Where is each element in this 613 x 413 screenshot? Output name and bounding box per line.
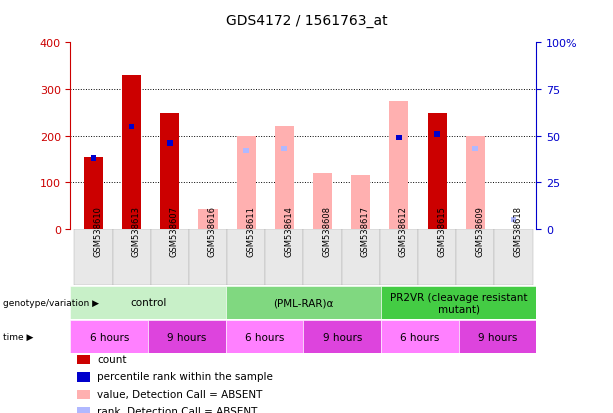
Text: count: count [97,354,127,364]
Bar [243,148,249,154]
Bar [237,136,256,229]
Text: time ▶: time ▶ [3,332,34,342]
Bar [427,114,447,229]
Text: GSM538612: GSM538612 [399,206,408,256]
Text: PR2VR (cleavage resistant
mutant): PR2VR (cleavage resistant mutant) [390,292,527,313]
Bar [380,229,418,285]
Text: 9 hours: 9 hours [322,332,362,342]
Bar [122,76,141,229]
Text: GSM538613: GSM538613 [132,205,140,256]
Bar [434,132,440,137]
Bar [226,286,381,319]
Text: (PML-RAR)α: (PML-RAR)α [273,298,333,308]
Bar [113,229,151,285]
Bar [396,135,402,141]
Text: GSM538609: GSM538609 [475,206,484,256]
Text: GSM538617: GSM538617 [360,205,370,256]
Bar [466,136,485,229]
Bar [396,135,402,141]
Text: GDS4172 / 1561763_at: GDS4172 / 1561763_at [226,14,387,28]
Bar [389,102,408,229]
Text: 9 hours: 9 hours [478,332,517,342]
Bar [303,229,341,285]
Text: GSM538615: GSM538615 [437,206,446,256]
Bar [148,320,226,354]
Text: genotype/variation ▶: genotype/variation ▶ [3,298,99,307]
Bar [70,320,148,354]
Text: value, Detection Call = ABSENT: value, Detection Call = ABSENT [97,389,263,399]
Bar [265,229,303,285]
Text: GSM538608: GSM538608 [322,205,332,256]
Bar [341,229,380,285]
Bar [313,173,332,229]
Bar [351,176,370,229]
Bar [494,229,533,285]
Bar [303,320,381,354]
Bar [91,156,96,161]
Bar [70,286,226,319]
Text: 9 hours: 9 hours [167,332,207,342]
Text: percentile rank within the sample: percentile rank within the sample [97,371,273,381]
Bar [189,229,227,285]
Bar [167,141,173,147]
Bar [199,210,218,229]
Bar [473,147,478,152]
Text: GSM538611: GSM538611 [246,206,255,256]
Bar [275,127,294,229]
Bar [226,320,303,354]
Bar [381,286,536,319]
Bar [227,229,265,285]
Text: 6 hours: 6 hours [89,332,129,342]
Text: 6 hours: 6 hours [245,332,284,342]
Bar [160,114,180,229]
Text: GSM538614: GSM538614 [284,206,294,256]
Text: control: control [130,298,166,308]
Bar [459,320,536,354]
Text: GSM538618: GSM538618 [514,205,522,256]
Bar [74,229,113,285]
Text: GSM538616: GSM538616 [208,205,217,256]
Text: 6 hours: 6 hours [400,332,440,342]
Text: GSM538610: GSM538610 [93,206,102,256]
Bar [427,136,447,229]
Bar [129,124,134,130]
Bar [511,217,516,223]
Bar [151,229,189,285]
Bar [456,229,494,285]
Text: rank, Detection Call = ABSENT: rank, Detection Call = ABSENT [97,406,258,413]
Bar [381,320,459,354]
Bar [281,147,287,152]
Bar [84,157,103,229]
Bar [418,229,456,285]
Text: GSM538607: GSM538607 [170,205,179,256]
